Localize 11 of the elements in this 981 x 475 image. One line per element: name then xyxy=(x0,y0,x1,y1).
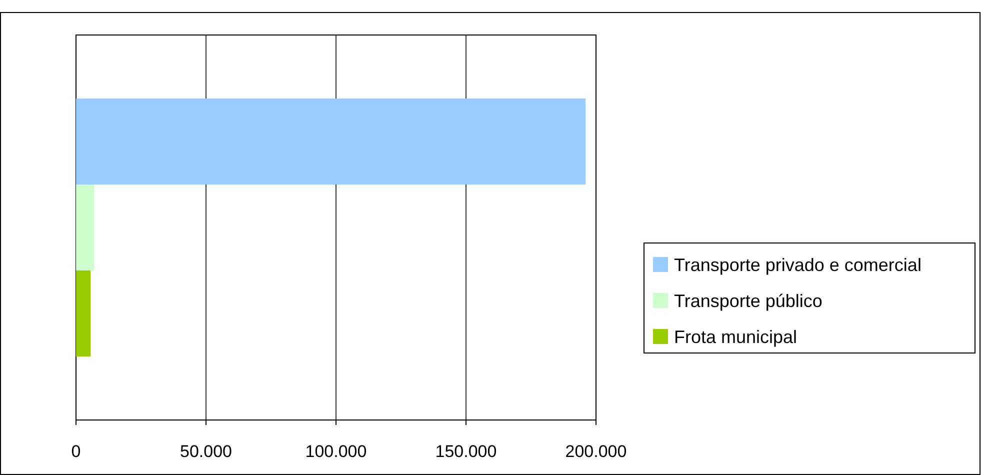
legend-label: Transporte privado e comercial xyxy=(674,255,922,275)
bar xyxy=(76,184,94,270)
x-tick-label: 150.000 xyxy=(435,442,497,461)
legend-label: Transporte público xyxy=(674,291,822,311)
legend-label: Frota municipal xyxy=(674,327,798,347)
bar xyxy=(76,98,586,185)
x-tick-label: 100.000 xyxy=(305,442,367,461)
bar xyxy=(76,270,91,356)
x-tick-label: 0 xyxy=(71,442,81,461)
x-tick-label: 50.000 xyxy=(180,442,232,461)
x-tick-label: 200.000 xyxy=(565,442,627,461)
